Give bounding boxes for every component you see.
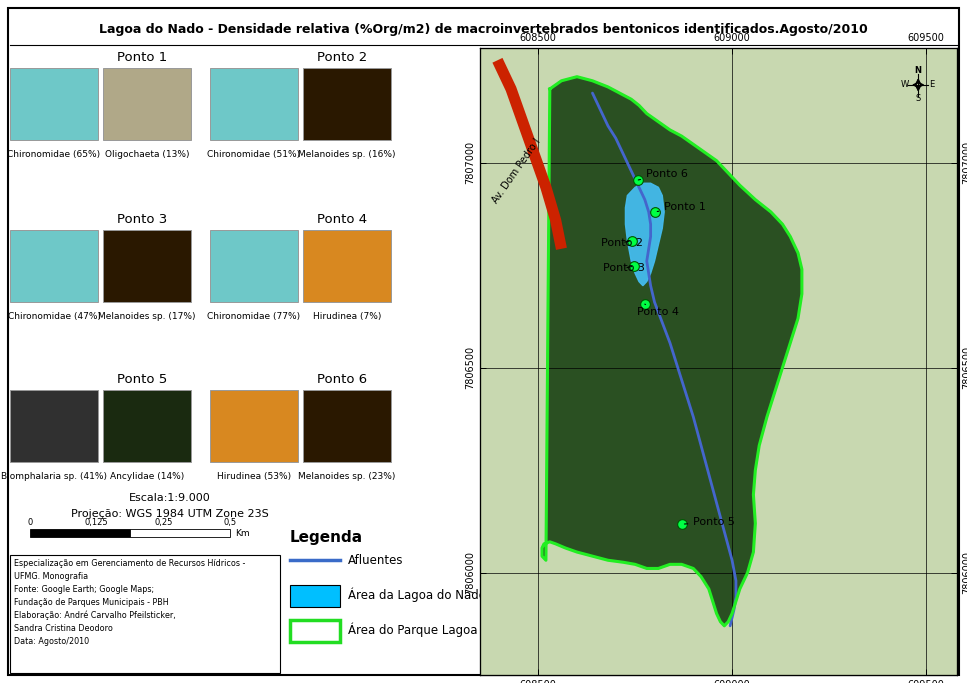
Text: Ancylidae (14%): Ancylidae (14%) [110, 472, 184, 481]
Text: Área do Parque Lagoa do Nado: Área do Parque Lagoa do Nado [348, 623, 530, 637]
Bar [210, 68, 298, 140]
Text: E: E [928, 81, 934, 89]
Bar [10, 230, 98, 302]
Text: S: S [916, 94, 921, 103]
Text: Ponto 3: Ponto 3 [603, 263, 645, 273]
Text: Ponto 1: Ponto 1 [117, 51, 167, 64]
Bar [30, 529, 130, 537]
Bar [303, 68, 391, 140]
Text: Ponto 6: Ponto 6 [317, 373, 367, 386]
Text: Ponto 2: Ponto 2 [317, 51, 367, 64]
Text: Lagoa do Nado - Densidade relativa (%Org/m2) de macroinvertebrados bentonicos id: Lagoa do Nado - Densidade relativa (%Org… [99, 23, 867, 36]
Text: 0: 0 [27, 518, 33, 527]
Bar [303, 390, 391, 462]
Text: Especialização em Gerenciamento de Recursos Hídricos -
UFMG. Monografia
Fonte: G: Especialização em Gerenciamento de Recur… [14, 559, 246, 646]
Text: Ponto 5: Ponto 5 [117, 373, 167, 386]
Text: Chironomidae (77%): Chironomidae (77%) [208, 312, 301, 321]
Polygon shape [626, 183, 664, 285]
Text: Ponto 4: Ponto 4 [317, 213, 367, 226]
Bar [10, 390, 98, 462]
Bar [210, 390, 298, 462]
Text: Ponto 5: Ponto 5 [685, 517, 735, 527]
Text: Afluentes: Afluentes [348, 553, 403, 566]
Text: Av. Dom Pedro I: Av. Dom Pedro I [491, 137, 542, 205]
Text: Chironomidae (51%): Chironomidae (51%) [208, 150, 301, 159]
Text: Ponto 6: Ponto 6 [638, 169, 688, 180]
Text: Oligochaeta (13%): Oligochaeta (13%) [104, 150, 190, 159]
Text: Legenda: Legenda [290, 530, 364, 545]
Bar [290, 585, 340, 607]
Text: Escala:1:9.000: Escala:1:9.000 [130, 493, 211, 503]
Text: W: W [901, 81, 909, 89]
Text: Ponto 2: Ponto 2 [601, 238, 643, 248]
Text: 0,25: 0,25 [154, 518, 172, 527]
Text: 0,125: 0,125 [85, 518, 108, 527]
Text: N: N [915, 66, 922, 75]
Text: Hirudinea (53%): Hirudinea (53%) [217, 472, 291, 481]
Polygon shape [542, 76, 802, 626]
Bar [103, 68, 191, 140]
Bar [103, 230, 191, 302]
Text: Melanoides sp. (17%): Melanoides sp. (17%) [99, 312, 195, 321]
Bar [10, 68, 98, 140]
Bar [210, 230, 298, 302]
Bar [130, 529, 230, 537]
Bar [290, 620, 340, 642]
Text: Ponto 3: Ponto 3 [117, 213, 167, 226]
Text: Chironomidae (65%): Chironomidae (65%) [8, 150, 101, 159]
Text: Ponto 1: Ponto 1 [658, 202, 706, 212]
Text: Melanoides sp. (23%): Melanoides sp. (23%) [298, 472, 396, 481]
Bar [103, 390, 191, 462]
Text: Biomphalaria sp. (41%): Biomphalaria sp. (41%) [1, 472, 107, 481]
Text: Projeção: WGS 1984 UTM Zone 23S: Projeção: WGS 1984 UTM Zone 23S [72, 509, 269, 519]
Text: Chironomidae (47%): Chironomidae (47%) [8, 312, 101, 321]
Bar [303, 230, 391, 302]
Text: Hirudinea (7%): Hirudinea (7%) [312, 312, 381, 321]
Text: Melanoides sp. (16%): Melanoides sp. (16%) [298, 150, 396, 159]
Bar [10, 555, 280, 673]
Text: Área da Lagoa do Nado: Área da Lagoa do Nado [348, 588, 485, 602]
Text: Ponto 4: Ponto 4 [637, 304, 679, 318]
Text: 0,5: 0,5 [223, 518, 237, 527]
Text: Km: Km [235, 529, 249, 538]
